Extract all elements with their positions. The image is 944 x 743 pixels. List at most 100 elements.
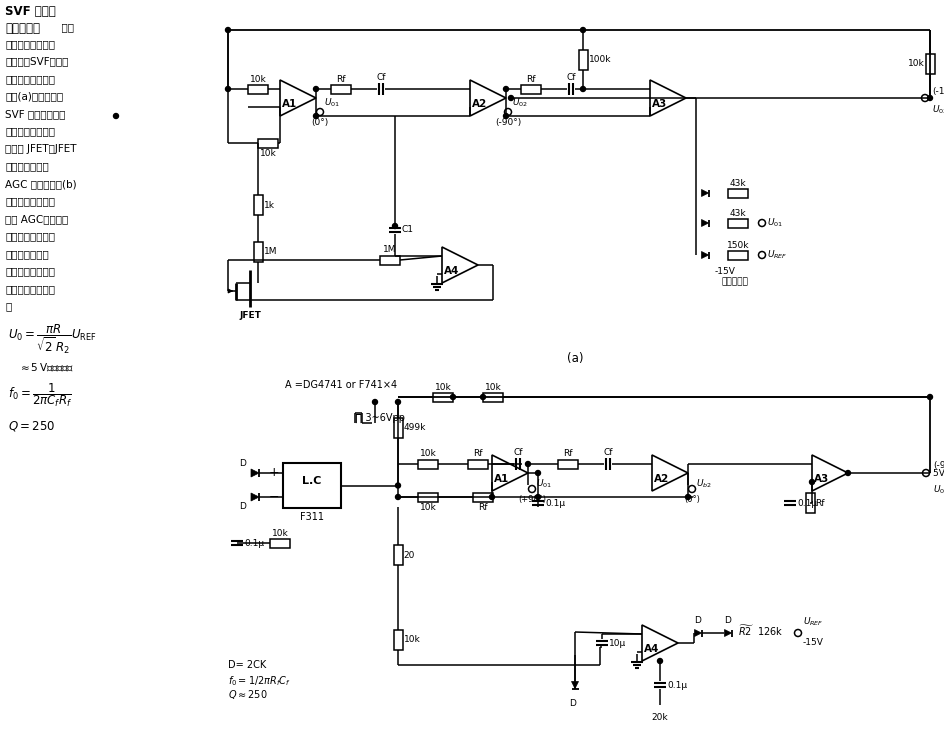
Text: $U_{02}$: $U_{02}$: [512, 97, 528, 109]
Text: A2: A2: [654, 474, 669, 484]
Polygon shape: [251, 469, 259, 477]
Circle shape: [509, 96, 514, 100]
Text: JFET: JFET: [239, 311, 261, 320]
Text: 499k: 499k: [403, 424, 426, 432]
Text: 5V rms: 5V rms: [933, 469, 944, 478]
Text: A3: A3: [815, 474, 830, 484]
Text: Cf: Cf: [514, 448, 523, 457]
Circle shape: [373, 400, 378, 404]
Text: C1: C1: [402, 225, 414, 235]
Text: 10k: 10k: [403, 635, 420, 644]
Text: 值和振荡频率分别: 值和振荡频率分别: [5, 284, 55, 294]
Text: $U_{REF}$: $U_{REF}$: [767, 249, 787, 262]
Text: 平均值检波: 平均值检波: [721, 277, 749, 286]
Text: $Q=250$: $Q=250$: [8, 419, 56, 433]
Text: 该电: 该电: [55, 22, 74, 32]
Text: 10k: 10k: [249, 74, 266, 83]
Circle shape: [313, 114, 318, 118]
Text: 1k: 1k: [263, 201, 275, 210]
Circle shape: [480, 395, 485, 400]
FancyBboxPatch shape: [380, 256, 400, 265]
FancyBboxPatch shape: [558, 459, 578, 469]
Text: $f_0=\dfrac{1}{2\pi C_f R_f}$: $f_0=\dfrac{1}{2\pi C_f R_f}$: [8, 381, 73, 409]
Text: 实现 AGC，比较器: 实现 AGC，比较器: [5, 214, 68, 224]
Text: 滤波器（SVF）构成: 滤波器（SVF）构成: [5, 56, 68, 67]
Circle shape: [226, 27, 230, 33]
Text: 10μ: 10μ: [609, 638, 626, 647]
FancyBboxPatch shape: [521, 85, 541, 94]
Text: 1M: 1M: [263, 247, 277, 256]
Text: 作为可变电阻式: 作为可变电阻式: [5, 161, 49, 172]
Text: SVF 型多相: SVF 型多相: [5, 5, 56, 18]
Circle shape: [226, 86, 230, 91]
Text: L.C: L.C: [302, 476, 322, 487]
Text: $U_0=\dfrac{\pi R}{\sqrt{2}\,R_2}U_{\rm REF}$: $U_0=\dfrac{\pi R}{\sqrt{2}\,R_2}U_{\rm …: [8, 323, 96, 357]
Text: -15V: -15V: [715, 267, 735, 276]
Text: 10k: 10k: [260, 149, 277, 158]
FancyBboxPatch shape: [468, 459, 488, 469]
Text: 0.1μ: 0.1μ: [545, 499, 565, 507]
Text: $\approx 5\,{\rm V}$（有效值）: $\approx 5\,{\rm V}$（有效值）: [18, 361, 75, 373]
Text: (-180°): (-180°): [932, 87, 944, 96]
Text: 定，输出电压有效: 定，输出电压有效: [5, 267, 55, 276]
Circle shape: [928, 96, 933, 100]
Circle shape: [928, 395, 933, 400]
Text: 输出振荡器: 输出振荡器: [5, 22, 40, 35]
Text: 43k: 43k: [730, 178, 747, 187]
Circle shape: [393, 224, 397, 229]
Text: D: D: [569, 699, 577, 708]
Text: SVF 基础上简单的: SVF 基础上简单的: [5, 109, 65, 119]
Text: $f_0=1/2\pi R_f C_f$: $f_0=1/2\pi R_f C_f$: [228, 674, 291, 688]
Text: 43k: 43k: [730, 209, 747, 218]
FancyBboxPatch shape: [418, 459, 438, 469]
Circle shape: [503, 86, 509, 91]
FancyBboxPatch shape: [331, 85, 351, 94]
Text: 附加了平均值检波: 附加了平均值检波: [5, 126, 55, 137]
Polygon shape: [251, 493, 259, 501]
Text: (a): (a): [566, 352, 583, 365]
Polygon shape: [701, 189, 709, 196]
Text: A =DG4741 or F741×4: A =DG4741 or F741×4: [285, 380, 397, 390]
Text: 值检波电压来决: 值检波电压来决: [5, 249, 49, 259]
Text: 10k: 10k: [420, 450, 436, 458]
Text: AGC 实现稳幅。(b): AGC 实现稳幅。(b): [5, 179, 76, 189]
Text: A1: A1: [282, 99, 297, 109]
Text: −: −: [268, 490, 279, 504]
Text: 150k: 150k: [727, 241, 750, 250]
Circle shape: [503, 114, 509, 118]
Text: 10k: 10k: [272, 528, 288, 537]
Circle shape: [685, 495, 690, 499]
Text: (0°): (0°): [312, 118, 329, 127]
Text: $U_{03}$: $U_{03}$: [933, 483, 944, 496]
Text: A3: A3: [652, 99, 667, 109]
Text: (+90°): (+90°): [518, 495, 546, 504]
Circle shape: [581, 27, 585, 33]
Text: 10k: 10k: [420, 502, 436, 511]
Circle shape: [535, 470, 541, 476]
Circle shape: [396, 400, 400, 404]
Text: 器。(a)电路只是在: 器。(a)电路只是在: [5, 91, 63, 102]
Text: D: D: [240, 459, 246, 468]
Text: Cf: Cf: [377, 73, 386, 82]
Circle shape: [526, 461, 531, 467]
FancyBboxPatch shape: [728, 218, 748, 227]
Text: Cf: Cf: [566, 73, 576, 82]
Text: +: +: [268, 467, 279, 479]
Text: 10k: 10k: [908, 59, 924, 68]
FancyBboxPatch shape: [728, 250, 748, 259]
Text: $U_{01}$: $U_{01}$: [324, 97, 340, 109]
Text: 1M: 1M: [383, 245, 396, 255]
Text: A2: A2: [472, 99, 488, 109]
FancyBboxPatch shape: [728, 189, 748, 198]
FancyBboxPatch shape: [473, 493, 493, 502]
Text: D: D: [695, 616, 701, 625]
Text: Rf: Rf: [816, 499, 825, 507]
FancyBboxPatch shape: [283, 463, 341, 508]
Text: $U_{03}$: $U_{03}$: [932, 103, 944, 115]
Text: 0.1μ: 0.1μ: [244, 539, 264, 548]
Circle shape: [846, 470, 851, 476]
Text: 为: 为: [5, 302, 11, 311]
Circle shape: [810, 479, 815, 484]
Circle shape: [658, 658, 663, 663]
Text: Rf: Rf: [473, 450, 482, 458]
